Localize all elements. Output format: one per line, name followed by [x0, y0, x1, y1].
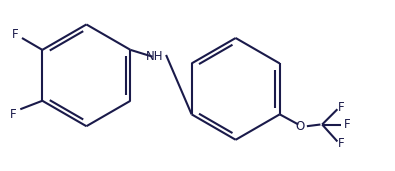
- Text: NH: NH: [145, 50, 163, 63]
- Text: F: F: [12, 28, 19, 41]
- Text: F: F: [10, 108, 17, 121]
- Text: F: F: [337, 101, 344, 114]
- Text: O: O: [295, 120, 305, 133]
- Text: F: F: [337, 137, 344, 150]
- Text: F: F: [344, 118, 351, 131]
